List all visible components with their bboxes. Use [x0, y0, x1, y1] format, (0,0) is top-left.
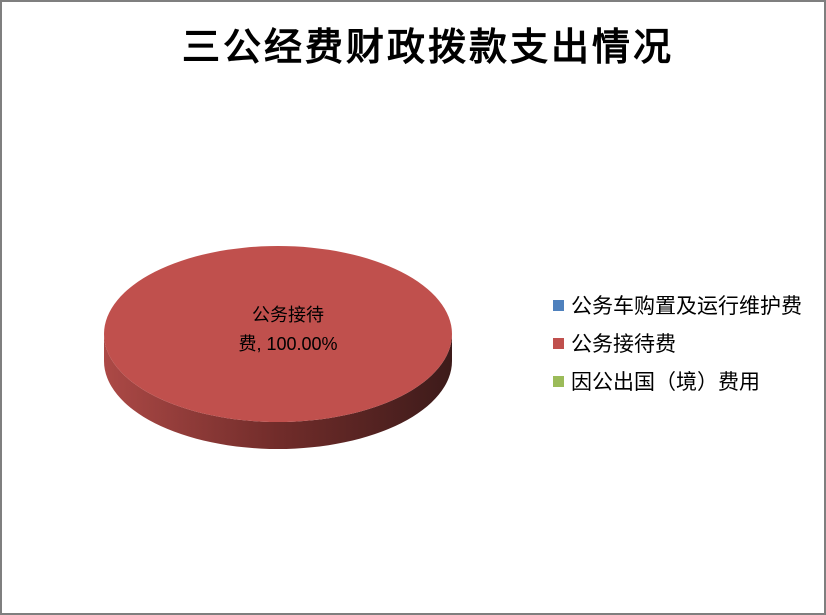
chart-title: 三公经费财政拨款支出情况 [181, 27, 674, 69]
pie-slice-top [104, 246, 452, 422]
pie-data-label-line2: 费, 100.00% [238, 334, 338, 354]
legend-marker-red-icon [553, 337, 564, 349]
pie-data-label-line1: 公务接待 [252, 305, 324, 325]
legend-marker-green-icon [553, 375, 564, 387]
legend-marker-blue-icon [553, 299, 564, 311]
legend: 公务车购置及运行维护费 公务接待费 因公出国（境）费用 [553, 286, 802, 400]
legend-label: 公务车购置及运行维护费 [571, 295, 802, 318]
pie-side-face [104, 334, 452, 449]
legend-item-reception: 公务接待费 [553, 324, 802, 362]
legend-label: 公务接待费 [571, 333, 676, 356]
legend-label: 因公出国（境）费用 [571, 371, 760, 394]
legend-item-vehicle: 公务车购置及运行维护费 [553, 286, 802, 324]
pie-data-label: 公务接待 费, 100.00% [208, 301, 368, 359]
legend-item-abroad: 因公出国（境）费用 [553, 362, 802, 400]
